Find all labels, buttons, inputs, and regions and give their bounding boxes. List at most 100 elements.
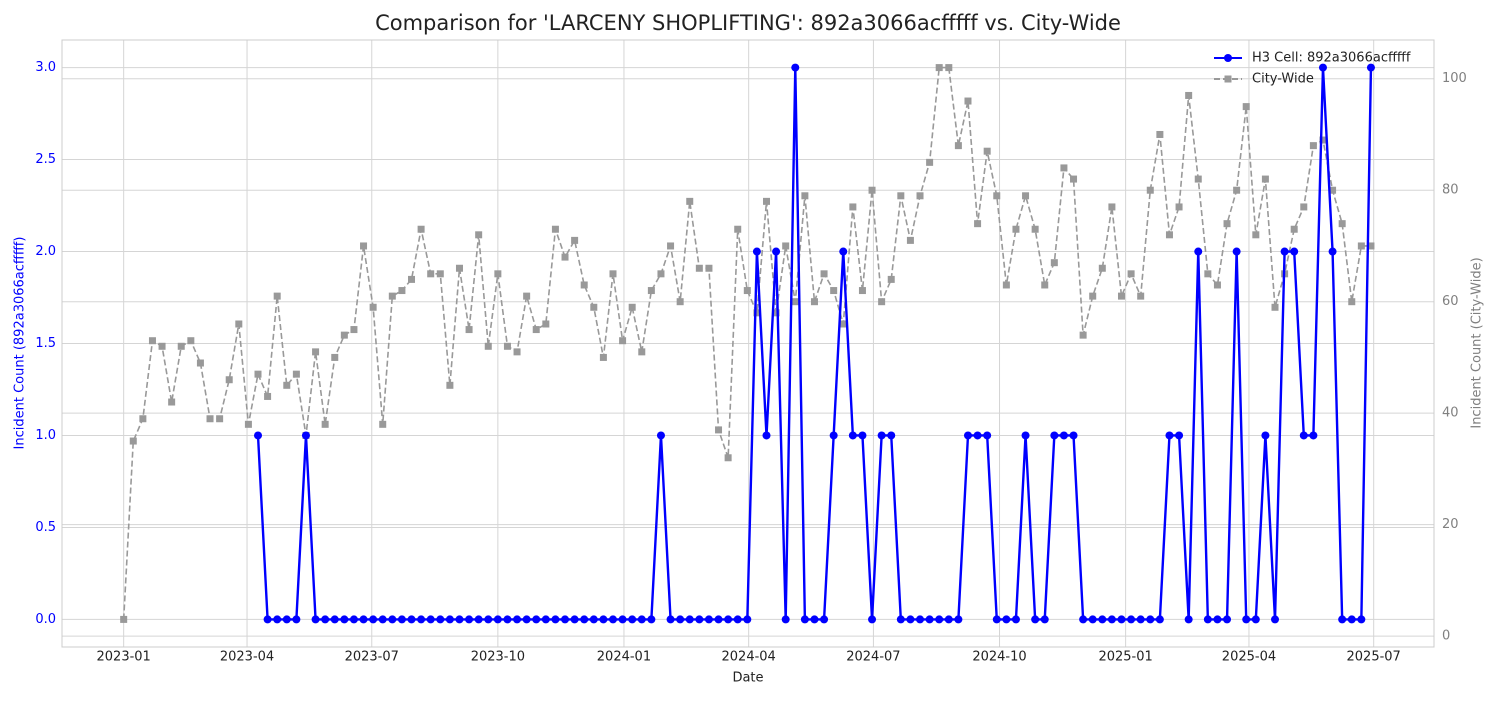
marker <box>1107 615 1116 624</box>
y2-axis-label: Incident Count (City-Wide) <box>1470 257 1485 428</box>
marker <box>1223 615 1232 624</box>
marker <box>312 348 320 356</box>
marker <box>887 431 896 440</box>
marker <box>330 615 339 624</box>
marker <box>1233 186 1241 194</box>
marker <box>1194 247 1203 256</box>
marker <box>254 431 262 440</box>
marker <box>829 431 838 440</box>
marker <box>667 242 675 250</box>
x-tick-label: 2025-01 <box>1098 650 1152 665</box>
marker <box>561 253 569 261</box>
marker <box>503 342 511 350</box>
marker <box>292 370 300 378</box>
marker <box>1357 242 1365 250</box>
marker <box>474 615 483 624</box>
x-tick-label: 2025-04 <box>1222 650 1276 665</box>
marker <box>916 192 924 200</box>
marker <box>369 615 378 624</box>
marker <box>704 615 713 624</box>
marker <box>1261 175 1269 183</box>
marker <box>830 287 838 295</box>
marker <box>1328 247 1337 256</box>
marker <box>417 615 426 624</box>
marker <box>983 431 992 440</box>
marker <box>436 270 444 278</box>
marker <box>935 615 944 624</box>
marker <box>714 615 723 624</box>
marker <box>964 97 972 105</box>
marker <box>791 63 800 72</box>
marker <box>638 348 646 356</box>
marker <box>493 615 502 624</box>
marker <box>656 431 665 440</box>
marker <box>887 275 895 283</box>
marker <box>973 431 982 440</box>
marker <box>599 615 608 624</box>
legend-marker <box>1224 54 1232 62</box>
marker <box>954 142 962 150</box>
marker <box>494 270 502 278</box>
marker <box>158 342 166 350</box>
marker <box>321 615 330 624</box>
marker <box>1271 303 1279 311</box>
marker <box>1136 615 1145 624</box>
marker <box>1175 431 1184 440</box>
marker <box>264 392 272 400</box>
plot-frame <box>61 39 1435 648</box>
marker <box>954 615 963 624</box>
marker <box>1146 186 1154 194</box>
y-tick-label: 1.5 <box>35 336 56 351</box>
marker <box>685 615 694 624</box>
marker <box>676 615 685 624</box>
marker <box>523 292 531 300</box>
marker <box>1041 281 1049 289</box>
marker <box>609 270 617 278</box>
marker <box>397 615 406 624</box>
marker <box>1002 615 1011 624</box>
marker <box>743 615 752 624</box>
marker <box>1069 431 1078 440</box>
marker <box>532 615 541 624</box>
marker <box>724 454 732 462</box>
marker <box>983 147 991 155</box>
marker <box>273 292 281 300</box>
x-axis-label: Date <box>732 671 763 686</box>
marker <box>1213 615 1222 624</box>
y-tick-label: 1.0 <box>35 428 56 443</box>
marker <box>647 287 655 295</box>
marker <box>350 326 358 334</box>
marker <box>619 337 627 345</box>
marker <box>1366 63 1375 72</box>
marker <box>379 420 387 428</box>
y-tick-label: 0.0 <box>35 612 56 627</box>
marker <box>129 437 137 445</box>
marker <box>1156 130 1164 138</box>
marker <box>177 342 185 350</box>
marker <box>1242 103 1250 111</box>
marker <box>1357 615 1366 624</box>
marker <box>571 236 579 244</box>
marker <box>359 615 368 624</box>
marker <box>810 298 818 306</box>
marker <box>446 381 454 389</box>
marker <box>1271 615 1280 624</box>
marker <box>1242 615 1251 624</box>
marker <box>1011 615 1020 624</box>
marker <box>676 298 684 306</box>
marker <box>1079 331 1087 339</box>
marker <box>906 615 915 624</box>
marker <box>599 353 607 361</box>
marker <box>283 381 291 389</box>
marker <box>1348 298 1356 306</box>
marker <box>820 270 828 278</box>
y2-tick-label: 40 <box>1442 406 1459 421</box>
marker <box>321 420 329 428</box>
marker <box>1367 242 1375 250</box>
marker <box>743 287 751 295</box>
marker <box>733 615 742 624</box>
marker <box>1204 270 1212 278</box>
marker <box>484 342 492 350</box>
marker <box>878 298 886 306</box>
marker <box>637 615 646 624</box>
